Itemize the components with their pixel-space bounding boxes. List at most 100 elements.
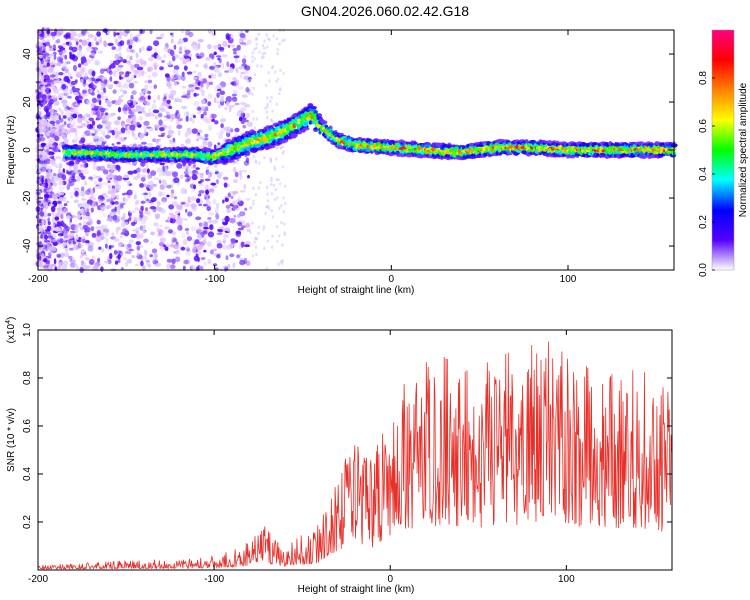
spectrogram-cell (49, 154, 53, 158)
spectrogram-cell (267, 70, 270, 75)
spectrogram-cell (183, 203, 191, 207)
spectrogram-cell (249, 205, 252, 210)
spectrogram-cell (58, 196, 64, 202)
spectrogram-cell (193, 114, 196, 119)
spectrogram-cell (184, 131, 189, 138)
spectrogram-cell (235, 156, 242, 159)
spectrogram-cell (180, 174, 184, 179)
spectrogram-cell (184, 189, 188, 195)
spectrogram-cell (161, 60, 165, 63)
spectrogram-cell (107, 101, 112, 108)
spectrogram-cell (243, 119, 249, 123)
spectrogram-cell (222, 126, 229, 132)
spectrogram-cell (157, 206, 163, 212)
spectrogram-cell (59, 125, 64, 129)
spectrogram-cell (270, 178, 273, 183)
spectrogram-cell (57, 92, 64, 98)
spectrogram-cell (68, 160, 75, 167)
spectrogram-cell (46, 150, 52, 156)
spectrogram-cell (170, 214, 177, 219)
spectrogram-cell (266, 45, 269, 49)
spectrogram-cell (52, 173, 57, 176)
spectrogram-cell (128, 216, 132, 220)
spectrogram-cell (426, 142, 430, 146)
spectrogram-cell (141, 141, 147, 145)
spectrogram-cell (100, 266, 104, 272)
spectrogram-cell (69, 192, 76, 196)
spectrogram-cell (102, 169, 109, 175)
spectrogram-cell (251, 221, 254, 225)
spectrogram-cell (166, 81, 172, 88)
spectrogram-cell (193, 92, 197, 97)
spectrogram-cell (168, 105, 173, 110)
spectrogram-cell (283, 184, 287, 188)
spectrogram-cell (131, 90, 137, 95)
spectrogram-cell (126, 55, 132, 59)
spectrogram-cell (193, 255, 200, 262)
spectrogram-cell (145, 75, 152, 78)
spectrogram-cell (114, 238, 120, 242)
spectrogram-cell (119, 88, 124, 92)
spectrogram-cell (211, 113, 217, 119)
spectrogram-cell (220, 53, 225, 58)
spectrogram-cell (164, 226, 170, 230)
spectrogram-cell (169, 118, 174, 123)
spectrogram-cell (282, 210, 286, 214)
spectrogram-cell (272, 34, 275, 38)
spectrogram-cell (146, 45, 153, 51)
spectrogram-cell (90, 109, 96, 116)
spectrogram-cell (280, 221, 283, 225)
spectrogram-cell (92, 136, 99, 140)
spectrogram-cell (82, 224, 89, 231)
spectrogram-cell (68, 181, 75, 187)
spectrogram-cell (234, 102, 240, 106)
spectrogram-cell (112, 71, 118, 75)
spectrogram-cell (136, 251, 140, 257)
spectrogram-cell (67, 95, 72, 99)
spectrogram-cell (161, 101, 168, 107)
spectrogram-cell (241, 169, 248, 173)
spectrogram-cell (182, 92, 186, 96)
spectrogram-cell (140, 260, 144, 267)
spectrogram-cell (199, 52, 205, 58)
spectrogram-cell (183, 259, 189, 265)
spectrogram-cell (255, 42, 258, 47)
spectrogram-cell (171, 240, 174, 245)
spectrogram-cell (217, 142, 221, 145)
spectrogram-cell (154, 48, 158, 53)
spectrogram-cell (157, 233, 164, 237)
spectrogram-cell (53, 258, 57, 265)
spectrogram-cell (64, 68, 69, 74)
spectrogram-cell (135, 34, 139, 40)
spectrogram-cell (174, 74, 178, 79)
spectrogram-cell (104, 42, 108, 48)
spectrogram-cell (78, 222, 82, 226)
spectrogram-cell (176, 162, 183, 169)
spectrogram-cell (260, 64, 263, 68)
spectrogram-cell (101, 182, 108, 185)
spectrogram-cell (257, 186, 261, 190)
spectrogram-cell (275, 37, 279, 41)
spectrogram-cell (105, 237, 109, 244)
spectrogram-cell (81, 30, 85, 35)
spectrogram-cell (184, 209, 188, 213)
spectrogram-cell (146, 184, 151, 188)
spectrogram-cell (114, 120, 120, 126)
spectrogram-cell (256, 64, 259, 68)
spectrogram-cell (252, 186, 255, 190)
spectrogram-cell (99, 165, 106, 172)
spectrogram-cell (172, 92, 176, 96)
spectrogram-cell (174, 251, 181, 255)
spectrogram-cell (118, 71, 125, 75)
spectrogram-cell (168, 60, 172, 66)
spectrogram-cell (83, 265, 88, 270)
spectrogram-cell (36, 176, 41, 180)
spectrogram-cell (51, 58, 56, 63)
spectrogram-cell (166, 263, 171, 269)
spectrogram-cell (168, 212, 174, 216)
spectrogram-cell (266, 96, 269, 100)
spectrogram-cell (94, 60, 100, 66)
spectrogram-cell (103, 79, 108, 85)
spectrogram-cell (90, 192, 95, 199)
spectrogram-cell (166, 114, 171, 119)
